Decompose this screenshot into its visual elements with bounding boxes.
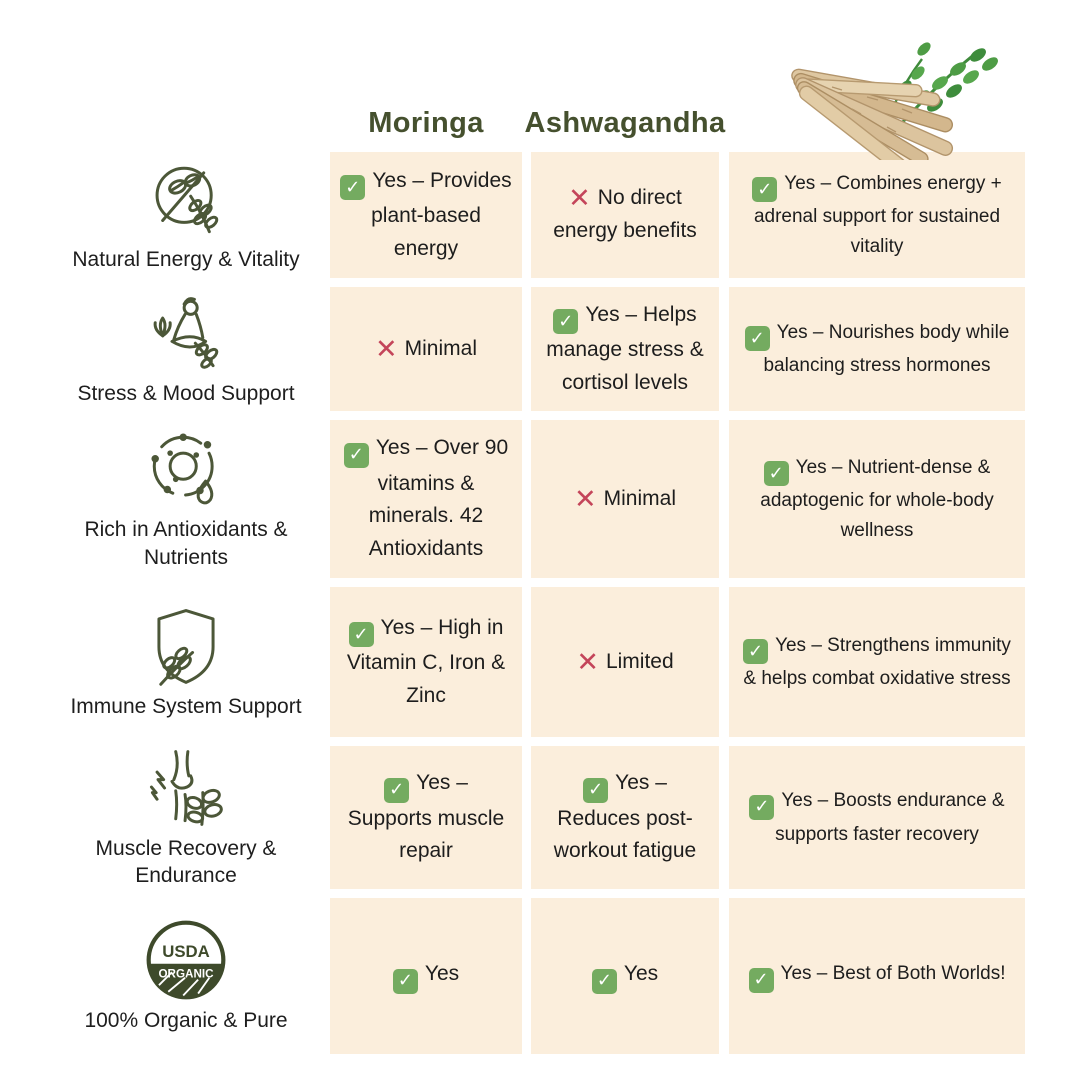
cell-text: Yes – Nutrient-dense & adaptogenic for w…: [760, 456, 994, 541]
table-row: Natural Energy & Vitality ✓✕Yes – Provid…: [0, 152, 1080, 278]
cell-blend: ✓✕Yes – Best of Both Worlds!: [729, 898, 1025, 1054]
check-icon: ✓: [340, 175, 366, 201]
feature-muscle-recovery: Muscle Recovery & Endurance: [55, 746, 317, 889]
cell-ashwagandha: ✓✕Limited: [531, 587, 719, 737]
cell-moringa: ✓✕Minimal: [330, 287, 522, 411]
shield-leaf-icon: [144, 604, 228, 688]
check-icon: ✓: [744, 326, 770, 351]
feature-label: Immune System Support: [70, 694, 302, 718]
usda-organic-seal: USDA ORGANIC: [144, 918, 228, 1002]
check-icon: ✓: [583, 777, 609, 803]
feature-label: Muscle Recovery & Endurance: [95, 836, 277, 887]
check-icon: ✓: [743, 639, 769, 664]
cell-moringa: ✓✕Yes: [330, 898, 522, 1054]
cross-icon: ✕: [568, 183, 591, 214]
feature-label: Natural Energy & Vitality: [72, 247, 300, 271]
table-row: USDA ORGANIC 100% Organic & Pure ✓✕Yes ✓…: [0, 898, 1080, 1054]
cell-blend: ✓✕Yes – Combines energy + adrenal suppor…: [729, 152, 1025, 278]
feature-stress-mood: Stress & Mood Support: [55, 287, 317, 411]
cell-moringa: ✓✕Yes – Over 90 vitamins & minerals. 42 …: [330, 420, 522, 578]
cell-text: No direct energy benefits: [553, 186, 697, 242]
cell-text: Yes – High in Vitamin C, Iron & Zinc: [346, 615, 506, 707]
ashwagandha-roots-illustration: [791, 68, 954, 160]
cell-text: Yes: [623, 962, 659, 986]
cell-text: Yes – Helps manage stress & cortisol lev…: [546, 302, 704, 394]
check-icon: ✓: [343, 442, 369, 468]
check-icon: ✓: [752, 177, 778, 203]
table-row: Stress & Mood Support ✓✕Minimal ✓✕Yes – …: [0, 287, 1080, 411]
cell-text: Yes – Boosts endurance & supports faster…: [775, 790, 1005, 845]
cell-text: Minimal: [404, 336, 477, 360]
check-icon: ✓: [749, 794, 775, 820]
cell-moringa: ✓✕Yes – High in Vitamin C, Iron & Zinc: [330, 587, 522, 737]
feature-label: 100% Organic & Pure: [84, 1008, 288, 1032]
meditation-lotus-icon: [144, 291, 228, 375]
cell-text: Yes – Supports muscle repair: [347, 771, 505, 863]
cell-text: Yes – Over 90 vitamins & minerals. 42 An…: [368, 436, 509, 560]
cell-ashwagandha: ✓✕Yes – Helps manage stress & cortisol l…: [531, 287, 719, 411]
cell-text: Yes – Strengthens immunity & helps comba…: [743, 634, 1011, 689]
table-row: Immune System Support ✓✕Yes – High in Vi…: [0, 587, 1080, 737]
feature-antioxidants: Rich in Antioxidants & Nutrients: [55, 420, 317, 578]
cell-text: Limited: [605, 649, 674, 673]
cell-moringa: ✓✕Yes – Provides plant-based energy: [330, 152, 522, 278]
check-icon: ✓: [553, 309, 579, 335]
cell-moringa: ✓✕Yes – Supports muscle repair: [330, 746, 522, 889]
column-header-ashwagandha: Ashwagandha: [524, 106, 726, 139]
cell-text: Yes – Nourishes body while balancing str…: [763, 321, 1010, 376]
check-icon: ✓: [348, 622, 374, 648]
feature-immune: Immune System Support: [55, 587, 317, 737]
cross-icon: ✕: [576, 646, 599, 677]
check-icon: ✓: [591, 968, 617, 994]
cell-ashwagandha: ✓✕Yes – Reduces post-workout fatigue: [531, 746, 719, 889]
no-caffeine-leaf-icon: [144, 157, 228, 241]
table-row: Muscle Recovery & Endurance ✓✕Yes – Supp…: [0, 746, 1080, 889]
check-icon: ✓: [384, 777, 410, 803]
check-icon: ✓: [392, 968, 418, 994]
cell-blend: ✓✕Yes – Nutrient-dense & adaptogenic for…: [729, 420, 1025, 578]
cell-blend: ✓✕Yes – Nourishes body while balancing s…: [729, 287, 1025, 411]
feature-label: Rich in Antioxidants & Nutrients: [84, 518, 288, 569]
cross-icon: ✕: [375, 333, 398, 364]
cell-ashwagandha: ✓✕Minimal: [531, 420, 719, 578]
organic-text: ORGANIC: [158, 968, 214, 981]
ashwagandha-roots-with-moringa-leaves-photo: [791, 42, 998, 160]
cell-ashwagandha: ✓✕No direct energy benefits: [531, 152, 719, 278]
usda-text: USDA: [162, 942, 210, 961]
check-icon: ✓: [763, 461, 789, 487]
knee-joint-plant-icon: [144, 746, 228, 830]
cell-text: Yes: [424, 962, 460, 986]
table-row: Rich in Antioxidants & Nutrients ✓✕Yes –…: [0, 420, 1080, 578]
antioxidant-molecule-droplet-icon: [144, 427, 228, 511]
feature-organic: USDA ORGANIC 100% Organic & Pure: [55, 898, 317, 1054]
cell-ashwagandha: ✓✕Yes: [531, 898, 719, 1054]
check-icon: ✓: [748, 967, 774, 993]
feature-label: Stress & Mood Support: [77, 381, 295, 405]
feature-natural-energy: Natural Energy & Vitality: [55, 152, 317, 278]
cell-text: Yes – Combines energy + adrenal support …: [753, 172, 1002, 257]
cell-blend: ✓✕Yes – Boosts endurance & supports fast…: [729, 746, 1025, 889]
cross-icon: ✕: [574, 483, 597, 514]
cell-text: Yes – Reduces post-workout fatigue: [553, 771, 697, 863]
cell-text: Yes – Best of Both Worlds!: [780, 963, 1006, 985]
column-header-moringa: Moringa: [368, 106, 484, 139]
cell-text: Minimal: [603, 486, 676, 510]
cell-blend: ✓✕Yes – Strengthens immunity & helps com…: [729, 587, 1025, 737]
cell-text: Yes – Provides plant-based energy: [371, 168, 512, 260]
